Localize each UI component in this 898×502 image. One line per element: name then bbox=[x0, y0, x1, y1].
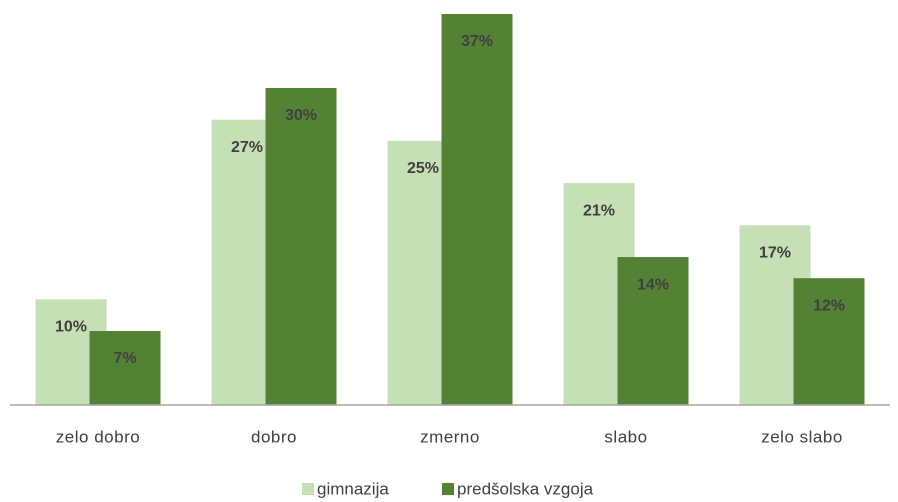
x-tick-label: zelo dobro bbox=[56, 427, 140, 446]
value-label: 21% bbox=[583, 202, 615, 219]
bar bbox=[793, 278, 865, 405]
legend-swatch bbox=[442, 483, 454, 495]
x-tick-label: slabo bbox=[604, 427, 647, 446]
bar bbox=[617, 257, 689, 405]
value-label: 12% bbox=[813, 297, 845, 314]
bar bbox=[441, 14, 513, 405]
value-label: 17% bbox=[759, 245, 791, 262]
value-label: 30% bbox=[285, 107, 317, 124]
legend-label: predšolska vzgoja bbox=[457, 479, 594, 498]
value-label: 27% bbox=[231, 139, 263, 156]
x-tick-label: zelo slabo bbox=[761, 427, 843, 446]
value-label: 25% bbox=[407, 160, 439, 177]
value-label: 10% bbox=[55, 319, 87, 336]
legend-swatch bbox=[302, 483, 314, 495]
bar bbox=[265, 87, 337, 406]
x-tick-label: zmerno bbox=[420, 427, 480, 446]
legend-label: gimnazija bbox=[317, 479, 389, 498]
value-label: 14% bbox=[637, 276, 669, 293]
x-tick-label: dobro bbox=[251, 427, 297, 446]
bar bbox=[89, 331, 161, 405]
value-label: 7% bbox=[113, 350, 136, 367]
value-label: 37% bbox=[461, 33, 493, 50]
